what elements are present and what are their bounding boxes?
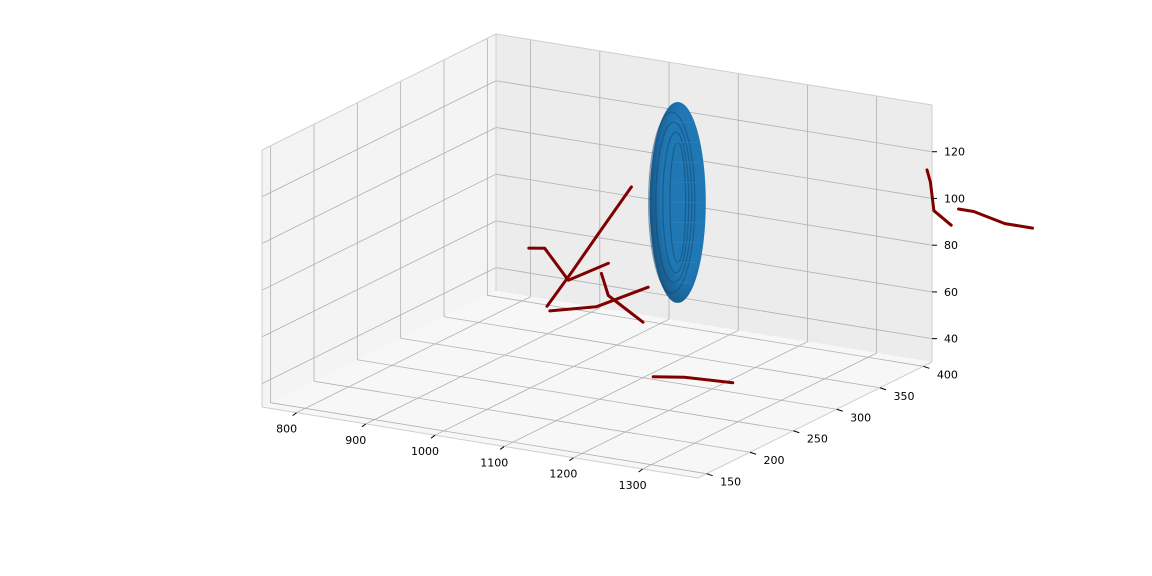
x-tick-mark	[569, 457, 574, 462]
trace-4	[599, 271, 645, 324]
trace-5	[651, 375, 735, 385]
z-tick-label: 120	[944, 146, 965, 159]
axis-panes	[262, 34, 932, 478]
x-tick-mark	[638, 468, 643, 473]
grid-left-z	[261, 80, 497, 198]
x-tick-label: 900	[345, 434, 366, 447]
y-tick-mark	[749, 451, 757, 455]
z-axis-ticks: 40 60 80 100 120	[932, 146, 965, 346]
z-tick-label: 40	[944, 333, 958, 346]
grid-floor-x	[365, 307, 600, 425]
trace-2	[545, 185, 633, 308]
z-tick-label: 60	[944, 286, 958, 299]
floor-pane	[262, 291, 932, 478]
x-tick-mark	[361, 423, 367, 428]
grid-floor-x	[504, 330, 739, 447]
x-axis-line	[261, 406, 699, 479]
grid-floor-y	[400, 337, 837, 410]
axis-edges	[261, 33, 933, 479]
x-tick-label: 1200	[549, 468, 577, 481]
data-traces-back	[925, 168, 1034, 230]
grid-back-z	[495, 173, 933, 246]
grid-floor-y	[313, 380, 751, 453]
y-tick-mark	[836, 408, 843, 412]
x-tick-label: 1100	[480, 456, 508, 469]
x-tick-label: 800	[276, 423, 297, 436]
grid-floor-x	[573, 341, 808, 459]
back-top-edge	[495, 33, 933, 106]
grid-left-z	[261, 127, 497, 244]
grid-left-z	[261, 220, 497, 338]
grid-floor-x	[642, 352, 877, 470]
y-tick-label: 350	[894, 390, 915, 403]
z-tick-label: 100	[944, 192, 965, 205]
y-axis-line	[697, 361, 933, 479]
grid-floor-y	[487, 294, 924, 367]
left-pane	[262, 34, 496, 407]
grid-back-z	[495, 220, 933, 293]
y-tick-mark	[879, 387, 887, 391]
y-axis-ticks: 150 200 250 300 350 400	[706, 365, 958, 489]
x-tick-label: 1000	[411, 445, 439, 458]
y-tick-mark	[923, 365, 930, 369]
y-tick-label: 400	[937, 368, 958, 381]
trace-7	[957, 207, 1034, 230]
y-tick-label: 200	[764, 454, 785, 467]
grid-floor-y	[357, 359, 794, 432]
gridlines	[261, 38, 933, 475]
grid-left-z	[261, 267, 497, 384]
grid-floor-x	[296, 296, 531, 413]
y-tick-mark	[793, 430, 800, 434]
grid-floor-y	[443, 316, 881, 389]
ellipsoid-surface	[648, 101, 706, 303]
x-tick-mark	[430, 434, 436, 439]
trace-6	[925, 168, 953, 227]
y-tick-mark	[706, 473, 713, 477]
x-tick-label: 1300	[619, 479, 647, 492]
y-tick-label: 300	[850, 411, 871, 424]
grid-floor-y	[270, 402, 707, 475]
x-tick-mark	[292, 412, 297, 417]
grid-back-z	[495, 80, 933, 153]
y-tick-label: 250	[807, 433, 828, 446]
z-tick-label: 80	[944, 239, 958, 252]
grid-floor-x	[434, 318, 670, 436]
x-axis-ticks: 800 900 1000 1100 1200 1300	[276, 412, 647, 492]
x-tick-mark	[499, 446, 505, 450]
left-top-edge	[261, 33, 497, 151]
data-traces-front	[527, 185, 735, 385]
grid-left-z	[261, 173, 497, 291]
grid-back-z	[495, 127, 933, 199]
trace-1	[527, 246, 610, 282]
y-tick-label: 150	[720, 476, 741, 489]
